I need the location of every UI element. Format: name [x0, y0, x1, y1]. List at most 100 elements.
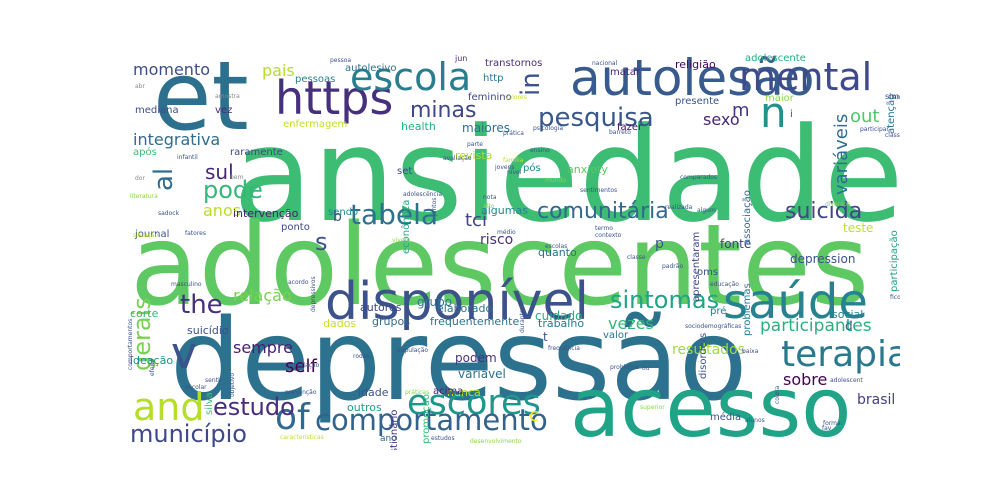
word-desenvolvimento: desenvolvimento — [470, 438, 522, 445]
word-resultados: resultados — [672, 342, 745, 358]
word-m: m — [732, 100, 750, 121]
word-tabela: tabela — [350, 198, 439, 231]
word-elaborado: elaborado — [437, 302, 493, 315]
word-baixa: baixa — [742, 348, 759, 355]
word-mundo: mundo — [545, 177, 566, 184]
word-escola: escola — [350, 55, 472, 99]
word-fico: fico — [890, 294, 900, 301]
word-mental: mental — [739, 55, 873, 99]
word-media: média — [710, 412, 742, 423]
word-correlacao: correlação — [288, 362, 320, 369]
word-autolesao: autolesão — [570, 50, 815, 107]
word-sexo: sexo — [703, 110, 740, 129]
word-superior: superior — [640, 404, 665, 411]
word-populacao: população — [397, 347, 429, 354]
word-maiores: maiores — [462, 121, 511, 135]
word-revista: revista — [455, 149, 493, 162]
word-anxiety: anxiety — [567, 163, 608, 176]
word-pessoa: pessoa — [330, 57, 352, 64]
word-amostra: amostra — [215, 93, 240, 100]
word-economica: econômica — [401, 199, 412, 254]
word-praticas: práticas — [405, 389, 430, 396]
word-analise: análise — [893, 94, 900, 101]
word-grupos: grupos — [372, 315, 410, 328]
word-contexto: contexto — [595, 232, 622, 239]
word-barreto: barreto — [609, 129, 631, 136]
word-suicidio: suicídio — [187, 324, 229, 337]
word-pos: pós — [523, 163, 541, 174]
word-abr: abr — [135, 83, 145, 90]
word-oms: oms — [697, 267, 719, 278]
word-juntos: juntos — [431, 197, 438, 216]
word-jun: jun — [455, 54, 468, 63]
word-intervencao: intervenção — [233, 207, 299, 220]
word-corte: corte — [130, 307, 159, 320]
word-psicologia: psicologia — [533, 125, 564, 132]
word-caracteristicas: características — [280, 434, 324, 441]
word-https: https — [275, 71, 394, 125]
word-v: v — [171, 328, 198, 379]
word-efeito: efeito — [149, 358, 156, 376]
word-suicida: suicida — [785, 199, 863, 224]
word-frequentemente: frequentemente — [430, 315, 520, 328]
word-cloud: ansiedade adolescentes depressão acesso et di… — [125, 50, 900, 450]
word-educacao: educação — [710, 281, 739, 288]
word-ideacao: ideação — [130, 354, 174, 367]
word-sintomas: sintomas — [610, 286, 720, 314]
word-anos: anos — [203, 201, 242, 220]
word-dor: dor — [135, 175, 145, 182]
word-trabalho: trabalho — [538, 317, 585, 330]
word-acordo: acordo — [288, 279, 309, 286]
word-parte: parte — [467, 141, 483, 148]
word-estudo: estudo — [213, 393, 295, 421]
word-literatura: literatura — [130, 193, 158, 200]
word-municipio: município — [130, 420, 247, 448]
word-momento: momento — [133, 60, 211, 79]
word-teste: teste — [843, 221, 874, 235]
word-ensino: ensino — [530, 147, 550, 154]
word-ano: ano — [380, 434, 397, 444]
word-pode: pode — [203, 176, 263, 204]
word-depressao: depressão — [170, 296, 748, 426]
word-fatores: fatores — [185, 230, 206, 237]
word-relacao: relação — [233, 286, 292, 305]
word-ou: ou — [642, 365, 650, 372]
word-adolescencia: adolescência — [403, 191, 443, 198]
word-out: out — [850, 106, 880, 127]
word-sempre: sempre — [233, 338, 293, 357]
word-diversos: diversos — [825, 201, 851, 208]
word-frequencia: frequência — [548, 345, 580, 352]
word-algumas: algumas — [481, 204, 528, 217]
word-masculino: masculino — [171, 281, 202, 288]
word-prevencao: prevenção — [285, 389, 317, 396]
word-avaliacao: avaliação — [443, 155, 472, 162]
word-alto: alto — [483, 203, 495, 210]
word-participacao: participação — [889, 230, 900, 292]
word-sul: sul — [205, 160, 234, 184]
word-n: n — [760, 88, 787, 137]
word-d: d — [845, 319, 853, 333]
word-saude: saúde — [723, 274, 868, 330]
word-adolescente: adolescente — [745, 53, 806, 64]
word-classe: classe — [627, 254, 646, 261]
word-matar: matar — [610, 67, 641, 78]
word-religiao: religião — [675, 58, 716, 71]
word-ansiedade: ansiedade — [233, 99, 900, 251]
word-fonte: fonte — [720, 237, 752, 251]
word-dados: dados — [323, 317, 357, 330]
word-fazer: fazer — [617, 122, 643, 133]
word-p: p — [655, 236, 664, 252]
word-escolar: escolar — [185, 384, 207, 391]
word-comparados: comparados — [680, 174, 718, 181]
word-associacao: associação — [742, 190, 753, 245]
word-acima: acima — [433, 386, 464, 397]
word-in: in — [516, 72, 546, 97]
word-quanto: quanto — [538, 246, 577, 259]
word-problema: problema — [610, 364, 639, 371]
word-algum: algum — [697, 207, 716, 214]
word-sim: sim — [885, 92, 900, 101]
word-classificacao: classificação — [885, 132, 900, 139]
word-vez: vez — [215, 105, 233, 116]
word-tci: tci — [465, 210, 487, 231]
word-estudos: estudos — [431, 435, 455, 442]
